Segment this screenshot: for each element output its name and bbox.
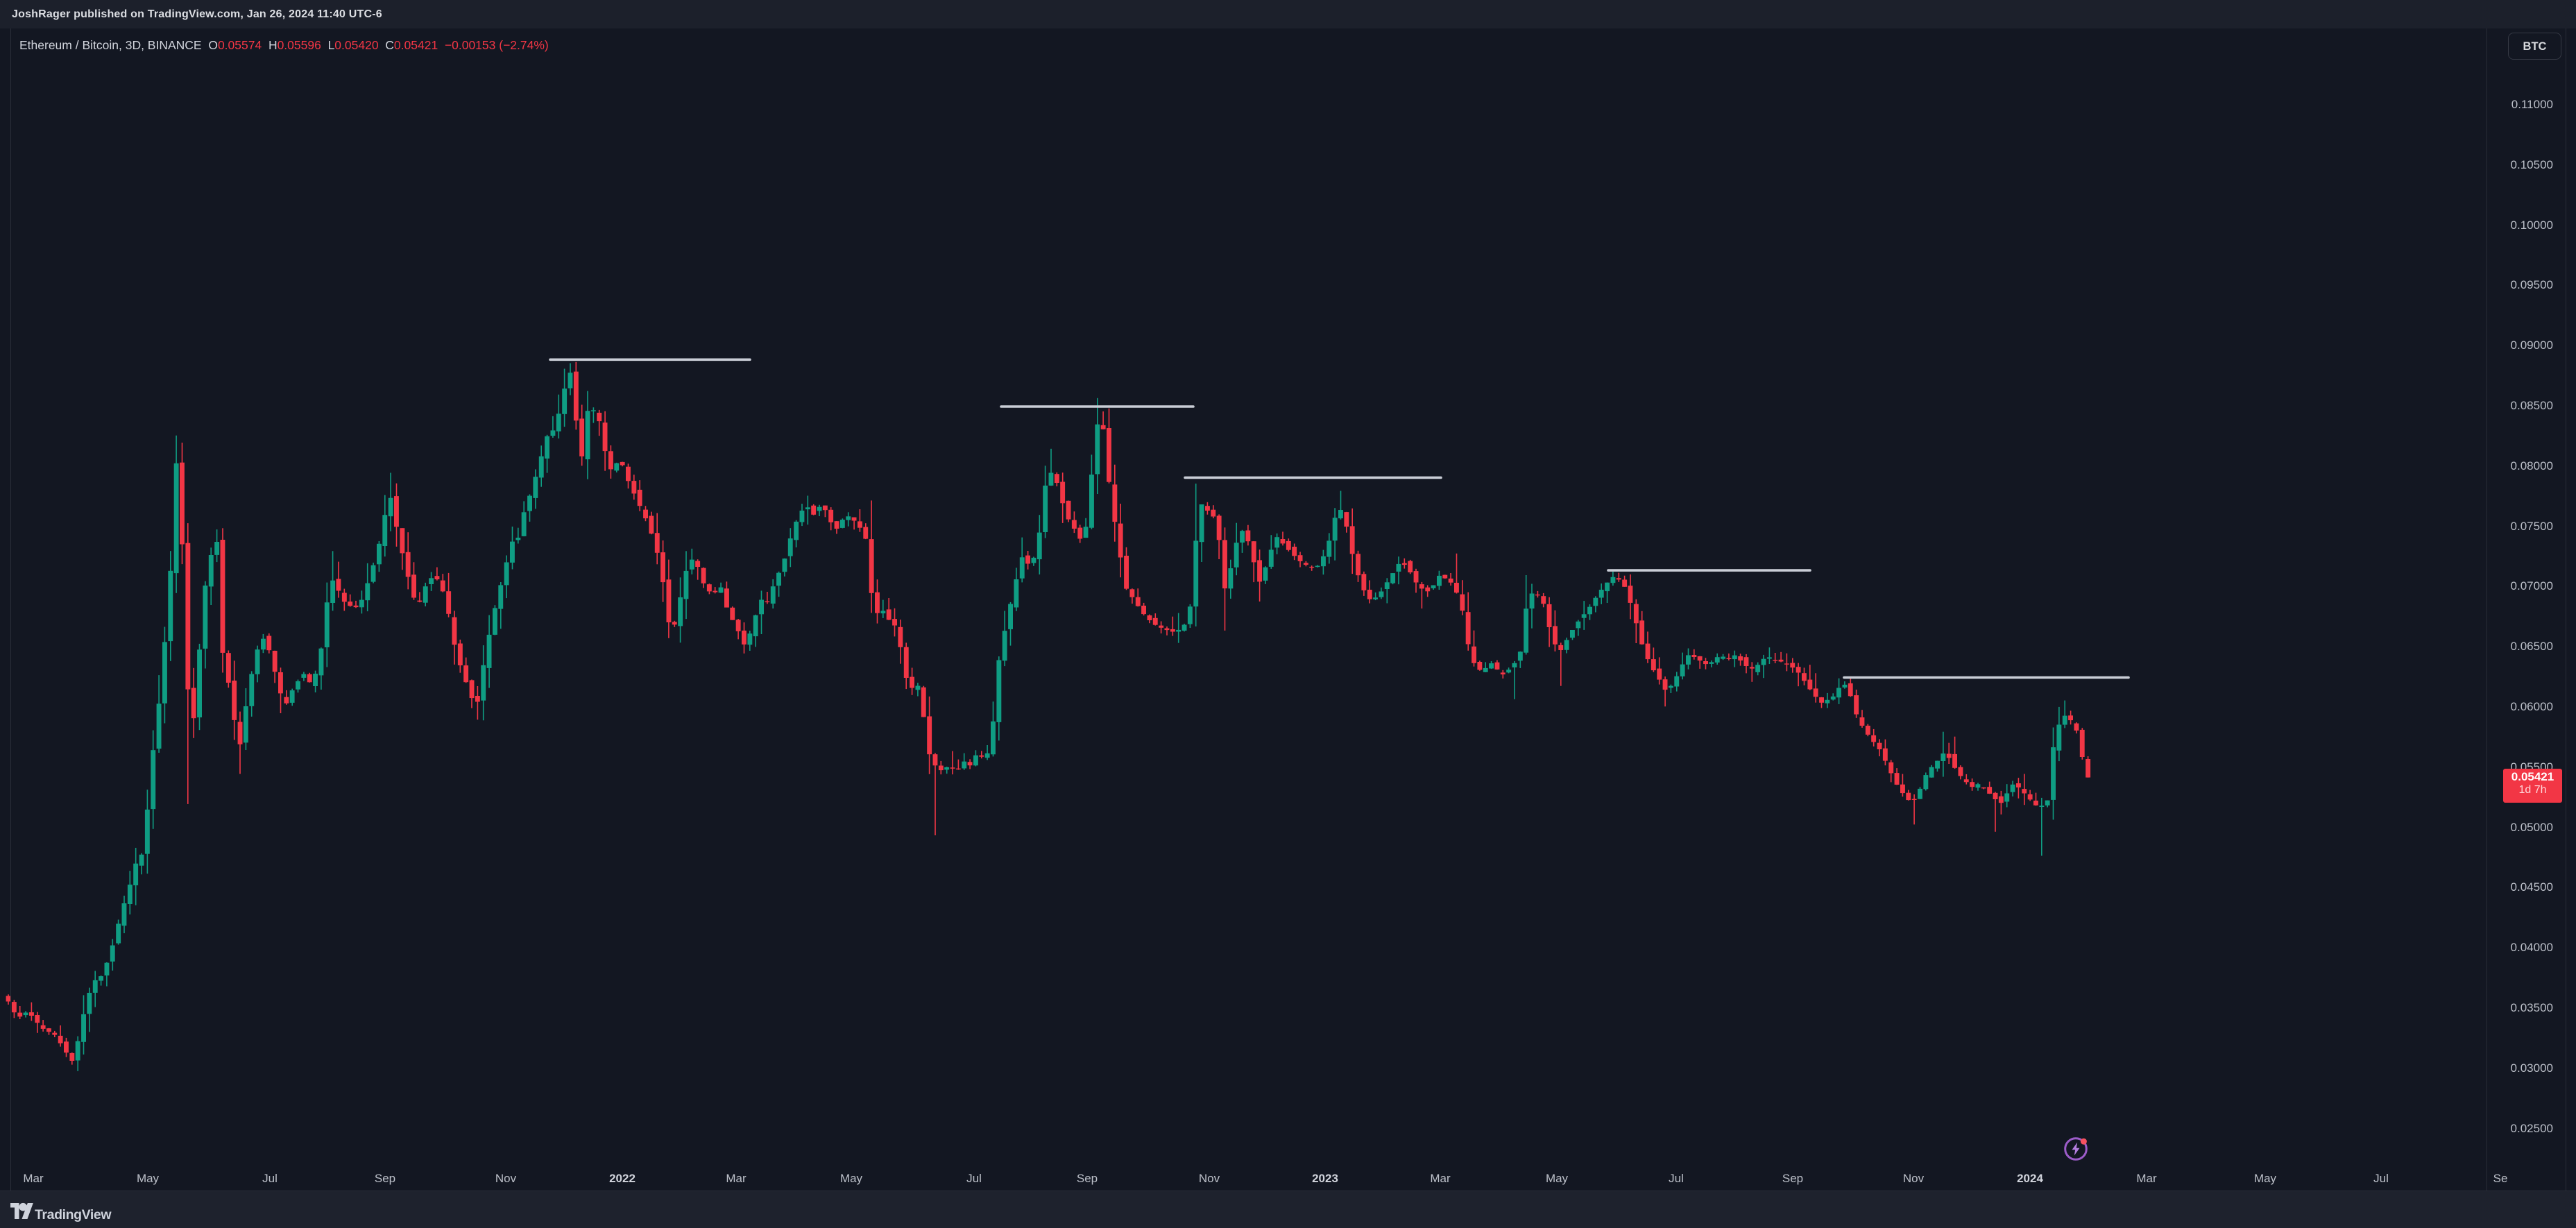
svg-text:TradingView: TradingView <box>35 1207 112 1222</box>
